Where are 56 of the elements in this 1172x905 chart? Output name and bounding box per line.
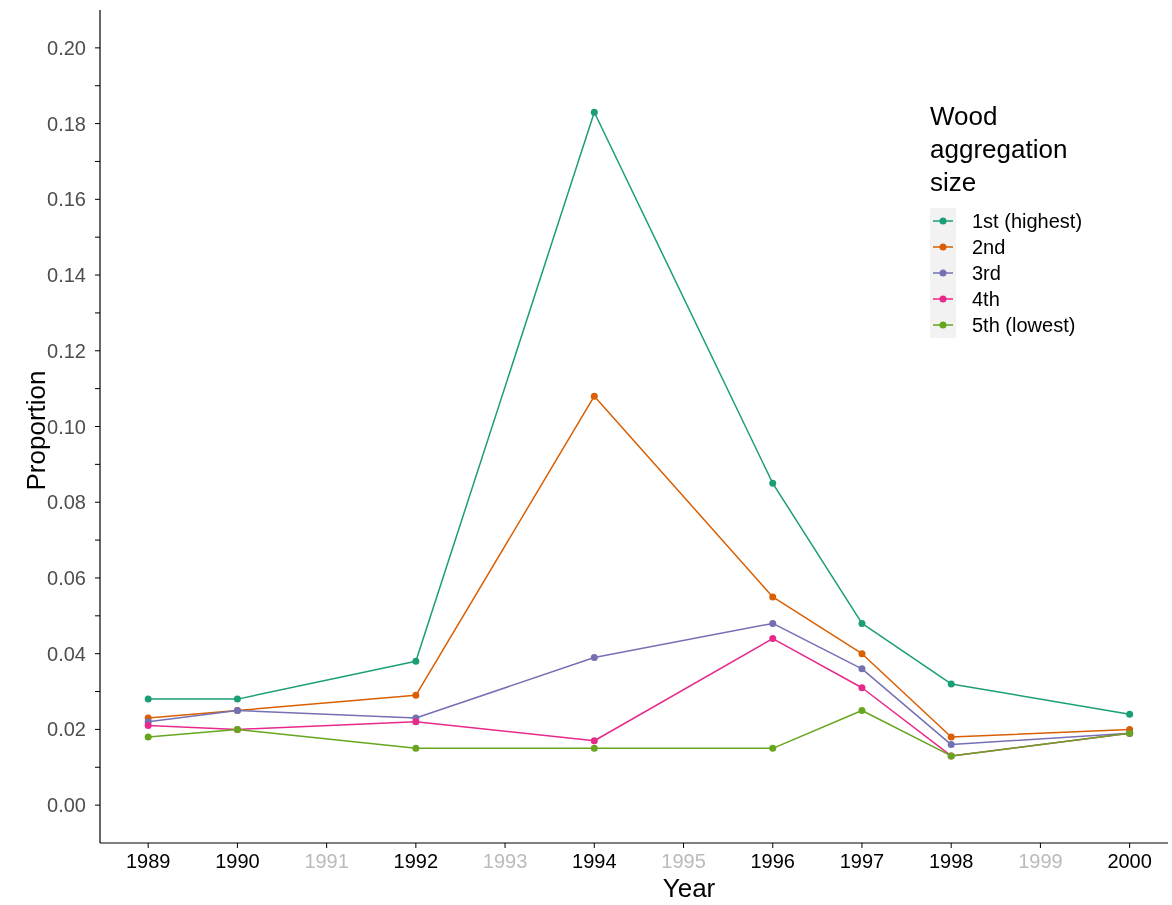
y-tick-label: 0.08	[47, 491, 86, 514]
x-tick-label: 1997	[839, 850, 885, 872]
x-tick-label: 1998	[928, 850, 974, 872]
x-axis-title: Year	[662, 873, 716, 903]
x-tick-label: 1989	[125, 850, 171, 872]
point	[590, 744, 598, 752]
x-tick-label: 1992	[393, 850, 439, 872]
point	[412, 718, 420, 726]
point	[858, 665, 866, 673]
point	[1126, 710, 1134, 718]
x-tick-label: 1996	[750, 850, 795, 872]
legend-label: 4th	[972, 288, 1000, 310]
y-tick-label: 0.18	[47, 112, 86, 135]
point	[858, 619, 866, 627]
x-tick-label: 1994	[572, 850, 617, 872]
x-tick-label: 1991	[304, 850, 349, 872]
y-tick-label: 0.02	[47, 718, 86, 741]
x-tick-label: 1990	[215, 850, 260, 872]
x-tick-label: 1995	[661, 850, 706, 872]
point	[412, 657, 420, 665]
legend-label: 3rd	[972, 262, 1001, 284]
point	[858, 706, 866, 714]
point	[769, 635, 777, 643]
legend-label: 2nd	[972, 236, 1006, 258]
legend-label: 1st (highest)	[972, 210, 1083, 232]
point	[412, 744, 420, 752]
y-tick-label: 0.06	[47, 566, 86, 589]
y-tick-label: 0.14	[47, 264, 86, 287]
legend-label: 5th (lowest)	[972, 314, 1076, 336]
point	[590, 737, 598, 745]
y-tick-label: 0.04	[47, 642, 86, 665]
point	[144, 695, 152, 703]
legend-title: Wood aggregation size	[930, 101, 1068, 197]
point	[858, 650, 866, 658]
point	[144, 733, 152, 741]
point	[769, 744, 777, 752]
point	[947, 741, 955, 749]
point	[947, 733, 955, 741]
point	[769, 593, 777, 601]
x-tick-label: 1999	[1018, 850, 1063, 872]
point	[947, 680, 955, 688]
y-tick-label: 0.20	[47, 36, 86, 59]
y-tick-label: 0.16	[47, 188, 86, 211]
y-tick-label: 0.00	[47, 794, 86, 817]
point	[769, 619, 777, 627]
y-tick-label: 0.12	[47, 339, 86, 362]
point	[412, 691, 420, 699]
point	[233, 695, 241, 703]
point	[769, 479, 777, 487]
point	[858, 684, 866, 692]
x-tick-label: 1993	[482, 850, 528, 872]
x-tick-label: 2000	[1107, 850, 1152, 872]
point	[590, 392, 598, 400]
point	[590, 108, 598, 116]
point	[144, 722, 152, 730]
point	[590, 653, 598, 661]
